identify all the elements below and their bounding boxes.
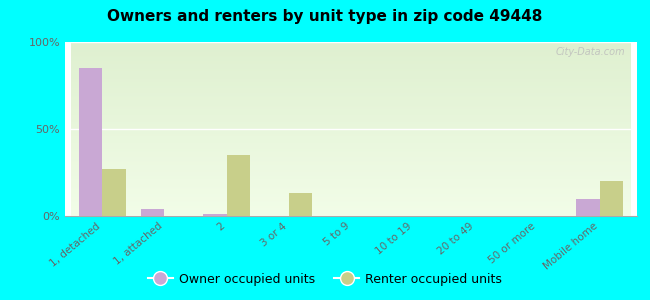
- Text: City-Data.com: City-Data.com: [556, 47, 625, 57]
- Bar: [227, 155, 250, 216]
- Bar: [102, 169, 126, 216]
- Bar: [141, 209, 164, 216]
- Bar: [203, 214, 227, 216]
- Bar: [79, 68, 102, 216]
- Legend: Owner occupied units, Renter occupied units: Owner occupied units, Renter occupied un…: [143, 268, 507, 291]
- Text: Owners and renters by unit type in zip code 49448: Owners and renters by unit type in zip c…: [107, 9, 543, 24]
- Bar: [289, 194, 313, 216]
- Bar: [600, 181, 623, 216]
- Bar: [576, 199, 600, 216]
